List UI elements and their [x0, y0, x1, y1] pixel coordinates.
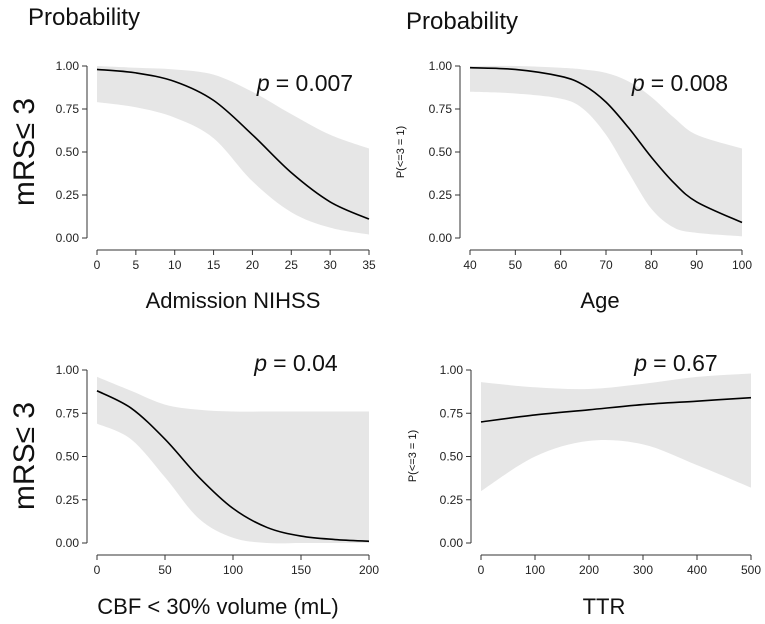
y-tick-label: 1.00 [440, 363, 464, 377]
y-tick-label: 0.25 [56, 493, 80, 507]
p-value-annotation: p = 0.67 [633, 350, 717, 376]
chart-panels: 0.00 0.25 0.50 0.75 1.00 0 5 10 15 20 25 30 35 Admiss… [8, 59, 761, 619]
x-tick-label: 10 [168, 258, 182, 272]
x-tick-label: 70 [599, 258, 613, 272]
y-tick-label: 0.75 [429, 102, 453, 116]
x-tick-label: 40 [463, 258, 477, 272]
y-tick-label: 0.00 [440, 536, 464, 550]
x-tick-label: 400 [687, 563, 707, 577]
p-value: = 0.008 [651, 70, 728, 96]
fitted-curve [480, 396, 752, 423]
x-tick-label: 100 [223, 563, 243, 577]
p-value: = 0.67 [653, 350, 718, 376]
chart-panel-age: 0.00 0.25 0.50 0.75 1.00 40 50 60 70 80 90 100 Age P(… [395, 59, 752, 313]
p-value-annotation: p = 0.008 [631, 70, 728, 96]
y-tick-label: 0.25 [56, 188, 80, 202]
p-value-annotation: p = 0.04 [253, 350, 338, 376]
p-value-annotation: p = 0.007 [256, 70, 353, 96]
x-tick-label: 300 [633, 563, 653, 577]
y-tick-label: 0.25 [429, 188, 453, 202]
x-tick-label: 500 [741, 563, 761, 577]
y-tick-label: 0.75 [56, 406, 80, 420]
y-tick-label: 0.00 [429, 231, 453, 245]
y-tick-label: 0.00 [56, 536, 80, 550]
x-tick-label: 200 [359, 563, 379, 577]
x-tick-label: 150 [291, 563, 311, 577]
p-symbol: p [253, 350, 267, 376]
x-tick-label: 90 [690, 258, 704, 272]
chart-panel-cbf: 0.00 0.25 0.50 0.75 1.00 0 50 100 150 200 CBF < 30… [8, 350, 379, 619]
y-tick-label: 0.75 [56, 102, 80, 116]
x-tick-label: 30 [323, 258, 337, 272]
p-value: = 0.04 [273, 350, 338, 376]
p-value: = 0.007 [276, 70, 353, 96]
x-tick-label: 80 [645, 258, 659, 272]
x-axis-label: TTR [583, 594, 626, 619]
fitted-curve [469, 66, 743, 224]
y-tick-label: 0.50 [56, 145, 80, 159]
confidence-band [470, 65, 742, 237]
y-axis-label: P(<=3 = 1) [395, 126, 407, 178]
y-tick-label: 0.75 [440, 406, 464, 420]
x-tick-label: 0 [94, 563, 101, 577]
y-tick-label: 0.50 [56, 450, 80, 464]
y-tick-label: 0.25 [440, 493, 464, 507]
x-axis-label: Age [580, 288, 619, 313]
x-tick-label: 0 [94, 258, 101, 272]
p-symbol: p [631, 70, 645, 96]
y-axis-label: P(<=3 = 1) [407, 430, 419, 482]
chart-panel-nihss: 0.00 0.25 0.50 0.75 1.00 0 5 10 15 20 25 30 35 Admiss… [8, 59, 376, 313]
fitted-curve [96, 68, 370, 220]
panel-heading-left: Probability [28, 4, 140, 31]
chart-panel-ttr: 0.00 0.25 0.50 0.75 1.00 0 100 200 300 400 500 TTR P… [407, 350, 761, 619]
confidence-band [481, 373, 751, 492]
x-axis-label: Admission NIHSS [146, 288, 321, 313]
fitted-curve [96, 390, 370, 543]
y-tick-label: 0.50 [440, 450, 464, 464]
y-tick-label: 0.50 [429, 145, 453, 159]
x-tick-label: 60 [554, 258, 568, 272]
y-axis-label: mRS≤ 3 [8, 402, 41, 510]
confidence-band [97, 376, 369, 544]
x-tick-label: 5 [133, 258, 140, 272]
p-symbol: p [633, 350, 647, 376]
p-symbol: p [256, 70, 270, 96]
x-tick-label: 15 [207, 258, 221, 272]
x-tick-label: 20 [246, 258, 260, 272]
x-tick-label: 25 [285, 258, 299, 272]
x-tick-label: 200 [579, 563, 599, 577]
x-tick-label: 35 [362, 258, 376, 272]
panel-heading-right: Probability [406, 8, 518, 35]
x-axis-label: CBF < 30% volume (mL) [97, 594, 338, 619]
x-tick-label: 0 [478, 563, 485, 577]
y-axis-label: mRS≤ 3 [8, 98, 41, 206]
x-tick-label: 100 [525, 563, 545, 577]
x-tick-label: 50 [158, 563, 172, 577]
y-tick-label: 0.00 [56, 231, 80, 245]
y-tick-label: 1.00 [56, 363, 80, 377]
x-tick-label: 50 [509, 258, 523, 272]
x-tick-label: 100 [732, 258, 752, 272]
confidence-band [97, 66, 369, 235]
y-tick-label: 1.00 [56, 59, 80, 73]
y-tick-label: 1.00 [429, 59, 453, 73]
